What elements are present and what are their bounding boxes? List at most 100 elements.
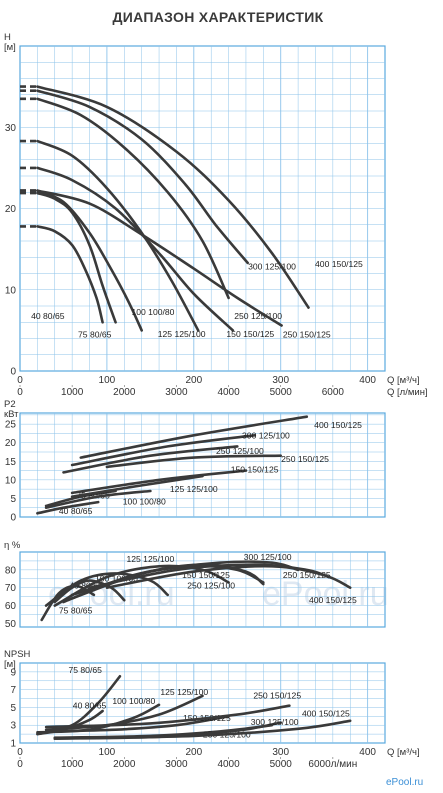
series-label: 100 100/80 xyxy=(95,573,138,583)
x-tick-label-lmin: 4000 xyxy=(217,759,240,770)
x-tick-label: 300 xyxy=(272,747,289,758)
series-75-80-65-curve xyxy=(53,579,126,604)
series-label: 150 150/125 xyxy=(226,329,274,339)
x-tick-label: 0 xyxy=(17,375,23,386)
y-axis-label: η % xyxy=(4,540,21,551)
series-250-125-100-curve xyxy=(62,445,239,474)
series-label: 300 125/100 xyxy=(244,552,292,562)
series-label: 400 150/125 xyxy=(315,259,363,269)
y-tick-label: 0 xyxy=(10,367,16,378)
series-150-150-125-curve xyxy=(70,469,248,495)
series-label: 300 125/100 xyxy=(251,717,299,727)
corner-watermark: ePool.ru xyxy=(386,777,423,788)
series-label: 100 100/80 xyxy=(131,307,174,317)
y-tick-label: 25 xyxy=(5,420,17,431)
y-axis-unit: [м] xyxy=(4,42,16,53)
plot-frame xyxy=(19,551,386,628)
x-tick-label: 200 xyxy=(185,375,202,386)
series-150-150-125-curve xyxy=(36,166,235,332)
plot-frame xyxy=(19,662,386,744)
series-125-125-100-curve xyxy=(53,564,230,607)
series-label: 150 150/125 xyxy=(231,464,279,474)
series-400-150-125-curve xyxy=(79,415,309,459)
y-tick-label: 3 xyxy=(10,721,16,732)
series-40-80-65-curve xyxy=(36,500,100,515)
series-100-100-80-curve xyxy=(36,189,143,332)
series-label: 400 150/125 xyxy=(309,595,357,605)
y-tick-label: 5 xyxy=(10,703,16,714)
x-tick-label-lmin: 1000 xyxy=(61,387,84,398)
series-label: 150 150/125 xyxy=(182,570,230,580)
y-axis-unit: [м] xyxy=(4,659,16,670)
series-40-80-65-curve xyxy=(36,225,104,324)
series-300-125-100-curve xyxy=(36,89,249,265)
series-label: 100 100/80 xyxy=(123,497,166,507)
series-label: 250 150/125 xyxy=(283,570,331,580)
y-tick-label: 60 xyxy=(5,601,17,612)
series-label: 75 80/65 xyxy=(68,665,102,675)
x-tick-label-lmin: 3000 xyxy=(165,387,188,398)
series-label: 250 125/100 xyxy=(234,311,282,321)
series-400-150-125-curve xyxy=(53,719,352,740)
y-axis-unit: кВт xyxy=(4,409,19,420)
series-125-125-100-curve xyxy=(44,694,204,731)
x-tick-label-lmin: 6000 xyxy=(322,387,345,398)
series-250-150-125-curve xyxy=(105,454,282,469)
plot-frame xyxy=(19,412,386,518)
x-tick-label: 100 xyxy=(99,747,116,758)
x-tick-label-lmin: 4000 xyxy=(217,387,240,398)
x-tick-label: 400 xyxy=(359,375,376,386)
series-label: 250 150/125 xyxy=(283,330,331,340)
series-100-100-80-curve xyxy=(44,489,152,509)
series-125-125-100-curve xyxy=(70,474,204,498)
y-axis-label: NPSH xyxy=(4,649,31,660)
series-label: 300 125/100 xyxy=(248,261,296,271)
x-axis-label: Q [м³/ч] xyxy=(387,747,420,758)
series-150-150-125-curve xyxy=(44,715,230,733)
series-label: 250 125/100 xyxy=(216,446,264,456)
x-tick-label: 200 xyxy=(185,747,202,758)
x-tick-label-lmin: 2000 xyxy=(113,387,136,398)
series-label: 75 80/65 xyxy=(76,490,110,500)
y-axis-label: P2 xyxy=(4,399,16,410)
y-tick-label: 5 xyxy=(10,494,16,505)
series-125-125-100-curve xyxy=(36,139,200,332)
panel-npsh: 1 3 5 7 9 NPSH[м] 0 100 200 300 400 Q [м³/ч] 0 1000 20… xyxy=(4,649,420,770)
x-axis-label-lmin: Q [л/мин] xyxy=(387,387,428,398)
x-tick-label: 400 xyxy=(359,747,376,758)
series-label: 250 125/100 xyxy=(187,581,235,591)
series-250-150-125-curve xyxy=(36,189,283,327)
x-tick-label: 300 xyxy=(272,375,289,386)
x-tick-label-lmin: 2000 xyxy=(113,759,136,770)
series-400-150-125-curve xyxy=(36,85,310,309)
series-75-80-65-curve xyxy=(36,191,117,324)
series-label: 125 125/100 xyxy=(170,484,218,494)
series-label: 300 125/100 xyxy=(242,430,290,440)
y-tick-label: 9 xyxy=(10,667,16,678)
panel-efficiency: 50 60 70 80 η % 40 80/65 75 80/65 100 100/80 125… xyxy=(4,540,386,630)
y-tick-label: 20 xyxy=(5,204,17,215)
y-tick-label: 7 xyxy=(10,685,16,696)
series-label: 250 150/125 xyxy=(253,691,301,701)
y-tick-label: 80 xyxy=(5,565,17,576)
series-250-125-100-curve xyxy=(36,97,230,300)
series-label: 75 80/65 xyxy=(78,330,112,340)
series-400-150-125-curve xyxy=(105,564,352,589)
y-tick-label: 70 xyxy=(5,583,17,594)
series-label: 400 150/125 xyxy=(314,420,362,430)
x-tick-label-lmin: 0 xyxy=(17,759,23,770)
series-250-150-125-curve xyxy=(44,704,291,729)
x-tick-label-lmin: 5000 xyxy=(270,387,293,398)
panel-head: 0 10 20 30 H[м] 0 100 200 300 400 Q [м³/ч] 0 1000 200… xyxy=(4,32,428,398)
x-tick-label-lmin: 1000 xyxy=(61,759,84,770)
chart-title: ДИАПАЗОН ХАРАКТЕРИСТИК xyxy=(113,9,324,25)
series-label: 125 125/100 xyxy=(126,554,174,564)
series-300-125-100-curve xyxy=(70,434,256,467)
x-tick-label-lmin-end: 6000л/мин xyxy=(308,759,357,770)
y-tick-label: 10 xyxy=(5,285,17,296)
series-label: 250 150/125 xyxy=(281,454,329,464)
series-label: 75 80/65 xyxy=(59,606,93,616)
